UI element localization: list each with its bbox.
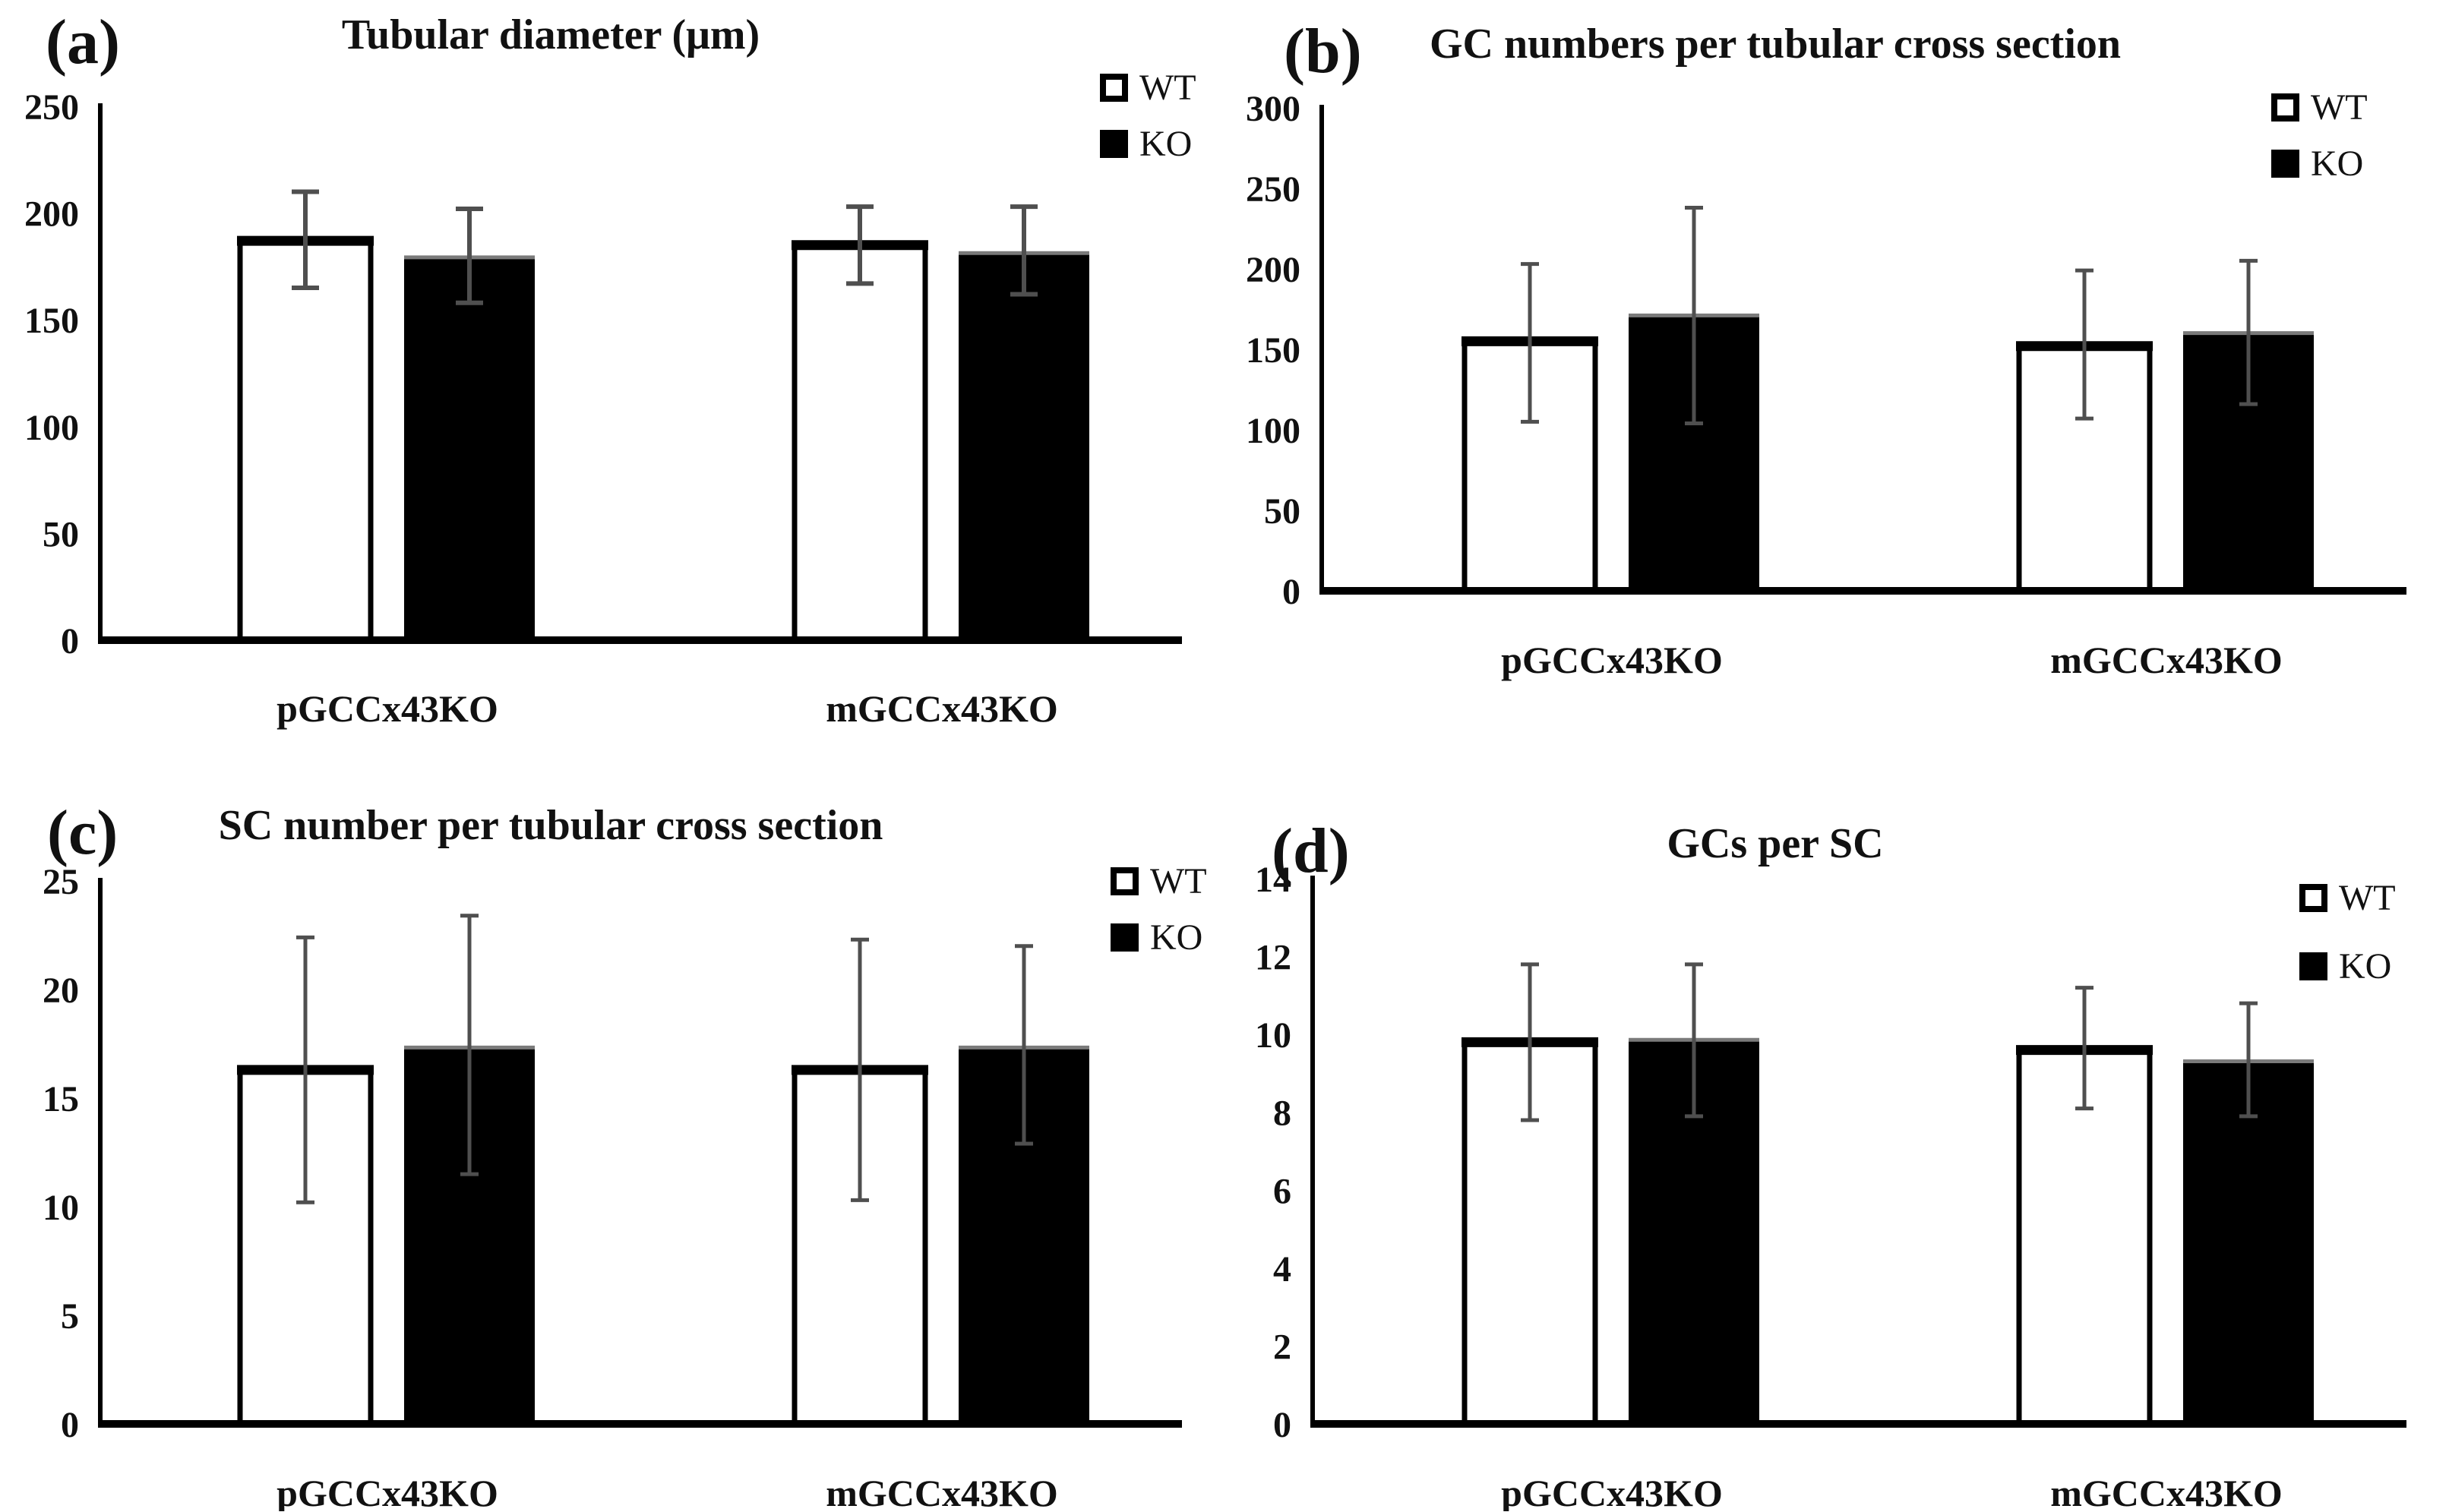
y-tick-label: 5	[61, 1296, 79, 1337]
legend-wt-swatch-icon	[2271, 93, 2299, 122]
y-tick-label: 300	[1246, 89, 1300, 129]
y-tick-label: 0	[1282, 572, 1300, 612]
panel-letter: (d)	[1272, 816, 1350, 886]
legend-row-wt: WT	[2271, 79, 2368, 135]
legend-wt-swatch-icon	[1111, 866, 1139, 895]
legend-wt-label: WT	[1150, 860, 1207, 901]
y-tick-label: 0	[61, 621, 79, 661]
legend: WT KO	[2271, 79, 2368, 191]
y-tick-label: 150	[24, 301, 79, 341]
y-tick-label: 200	[1246, 250, 1300, 290]
chart-title: SC number per tubular cross section	[218, 802, 883, 849]
x-category-label: mGCCx43KO	[826, 687, 1058, 730]
y-tick-label: 12	[1255, 938, 1291, 978]
bar-wt-mGCCx43KO	[2016, 1047, 2153, 1427]
y-tick-label: 250	[1246, 169, 1300, 210]
y-tick-label: 100	[1246, 411, 1300, 451]
y-tick-label: 100	[24, 408, 79, 448]
x-category-label: pGCCx43KO	[276, 687, 498, 730]
legend: WT KO	[1100, 59, 1196, 172]
panel-d: (d) GCs per SC 0 2 4 6 8 10 12 14 pGCCx43KO mGCCx…	[1224, 756, 2449, 1511]
bar-ko-pGCCx43KO	[404, 255, 535, 640]
bar-wt-mGCCx43KO	[792, 242, 928, 643]
chart-title: Tubular diameter (μm)	[341, 11, 760, 58]
y-tick-label: 20	[43, 971, 79, 1011]
legend-wt-label: WT	[1139, 67, 1196, 108]
y-tick-label: 6	[1273, 1171, 1291, 1211]
legend-row-ko: KO	[1111, 909, 1207, 965]
legend-wt-swatch-icon	[2299, 883, 2327, 912]
panel-a: (a) Tubular diameter (μm) 0 50 100 150 200 25…	[0, 0, 1224, 756]
panel-letter: (c)	[47, 797, 118, 868]
bar-ko-mGCCx43KO	[959, 251, 1089, 640]
y-tick-label: 250	[24, 87, 79, 128]
bar-chart: 0 50 100 150 200 250 300 pGCCx43KO mGCCx43KO	[1246, 89, 2406, 681]
legend-ko-label: KO	[1150, 917, 1203, 958]
chart-title: GC numbers per tubular cross section	[1429, 21, 2122, 68]
legend-ko-swatch-icon	[1111, 923, 1139, 952]
legend-ko-label: KO	[2339, 945, 2392, 986]
bar-chart: 0 5 10 15 20 25 pGCCx43KO mGCCx43KO	[43, 862, 1182, 1511]
x-category-label: pGCCx43KO	[1501, 639, 1723, 681]
bar-ko-mGCCx43KO	[2183, 1059, 2314, 1424]
legend-row-ko: KO	[1100, 115, 1196, 172]
y-tick-label: 10	[1255, 1015, 1291, 1056]
y-tick-label: 14	[1255, 860, 1291, 900]
legend-row-ko: KO	[2299, 932, 2396, 1000]
x-category-label: pGCCx43KO	[276, 1472, 498, 1511]
x-category-label: mGCCx43KO	[826, 1472, 1058, 1511]
legend-row-ko: KO	[2271, 135, 2368, 191]
panel-letter: (a)	[46, 7, 120, 77]
legend: WT KO	[2299, 863, 2396, 1000]
y-tick-label: 8	[1273, 1094, 1291, 1134]
y-tick-label: 0	[1273, 1405, 1291, 1445]
x-category-label: mGCCx43KO	[2050, 639, 2283, 681]
y-tick-label: 10	[43, 1188, 79, 1228]
legend-ko-swatch-icon	[2299, 952, 2327, 980]
bar-chart: 0 50 100 150 200 250 pGCCx43KO mGCCx43KO	[24, 87, 1182, 730]
legend: WT KO	[1111, 853, 1207, 965]
legend-ko-swatch-icon	[1100, 129, 1128, 158]
legend-row-wt: WT	[1100, 59, 1196, 115]
y-tick-label: 15	[43, 1079, 79, 1119]
y-tick-label: 150	[1246, 330, 1300, 371]
x-category-label: pGCCx43KO	[1501, 1472, 1723, 1511]
legend-ko-label: KO	[1139, 123, 1193, 164]
y-tick-label: 2	[1273, 1327, 1291, 1367]
legend-wt-label: WT	[2311, 87, 2368, 128]
y-tick-label: 200	[24, 194, 79, 235]
y-tick-label: 25	[43, 862, 79, 902]
y-tick-label: 4	[1273, 1249, 1291, 1289]
legend-ko-swatch-icon	[2271, 149, 2299, 178]
legend-row-wt: WT	[2299, 863, 2396, 932]
bar-wt-pGCCx43KO	[237, 238, 374, 643]
legend-ko-label: KO	[2311, 143, 2364, 184]
x-category-label: mGCCx43KO	[2050, 1472, 2283, 1511]
legend-wt-swatch-icon	[1100, 73, 1128, 102]
panel-b: (b) GC numbers per tubular cross section…	[1224, 0, 2449, 756]
legend-row-wt: WT	[1111, 853, 1207, 909]
chart-title: GCs per SC	[1667, 820, 1884, 867]
panel-letter: (b)	[1284, 16, 1362, 87]
y-tick-label: 0	[61, 1405, 79, 1445]
panel-c: (c) SC number per tubular cross section …	[0, 756, 1224, 1512]
y-tick-label: 50	[43, 514, 79, 554]
y-tick-label: 50	[1264, 491, 1300, 532]
legend-wt-label: WT	[2339, 877, 2396, 918]
bar-chart: 0 2 4 6 8 10 12 14 pGCCx43KO mGCCx43KO	[1255, 860, 2406, 1511]
